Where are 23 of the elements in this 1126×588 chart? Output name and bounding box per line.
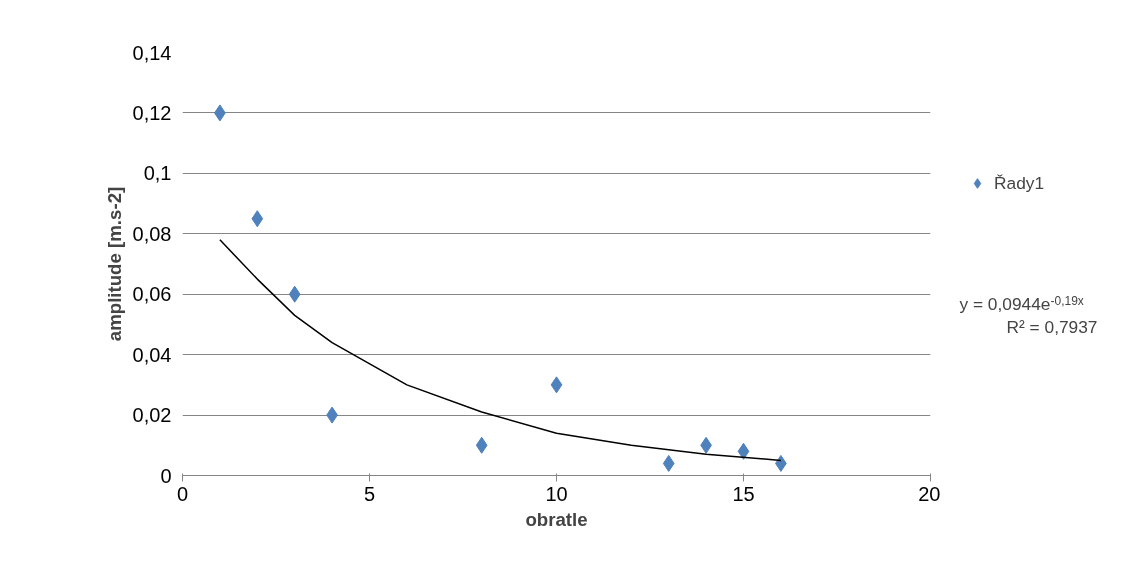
point xyxy=(550,376,563,394)
y-tick-label: 0,1 xyxy=(143,162,172,185)
point xyxy=(251,210,264,228)
point xyxy=(475,436,488,454)
point xyxy=(662,454,675,472)
point xyxy=(288,285,301,303)
x-axis-title: obratle xyxy=(525,508,588,530)
legend-label: Řady1 xyxy=(994,172,1045,194)
point xyxy=(737,442,750,460)
y-tick-label: 0 xyxy=(160,464,172,487)
y-axis-title: amplitude [m.s-2] xyxy=(103,186,125,342)
x-tick-label: 20 xyxy=(918,482,941,505)
text: R² = 0,7937 xyxy=(1006,317,1098,338)
x-tick-label: 0 xyxy=(176,482,189,505)
x-tick-label: 10 xyxy=(545,482,568,505)
y-tick-label: 0,02 xyxy=(132,404,172,427)
x-tick-label: 5 xyxy=(363,482,376,505)
x-tick-label: 15 xyxy=(732,482,755,505)
y-tick-label: 0,12 xyxy=(132,101,172,124)
y-tick-label: 0,14 xyxy=(132,41,172,64)
y-tick-label: 0,04 xyxy=(132,343,172,366)
y-tick-label: 0,08 xyxy=(132,222,172,245)
y-tick-label: 0,06 xyxy=(132,283,172,306)
